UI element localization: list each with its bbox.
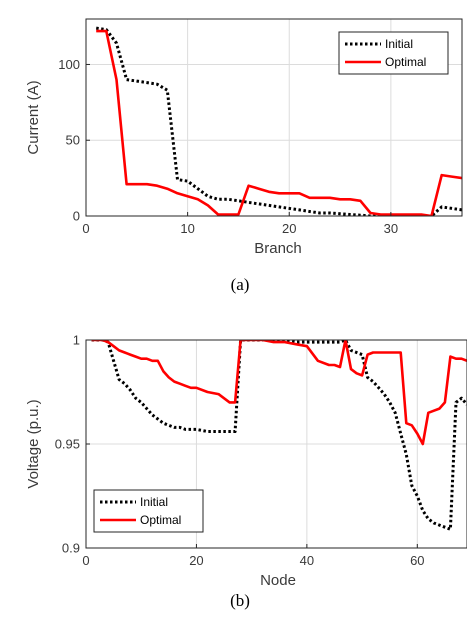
y-tick-label: 100 [58, 57, 80, 72]
x-tick-label: 20 [282, 221, 296, 236]
legend-label-initial: Initial [140, 495, 168, 509]
x-tick-label: 60 [410, 553, 424, 568]
legend-label-optimal: Optimal [385, 55, 426, 69]
chart-1: 0 10 20 30 0 50 100 Branch Current (A) Initial Opt… [25, 18, 463, 294]
legend: Initial Optimal [338, 31, 449, 75]
series-line-initial [91, 340, 467, 531]
legend-label-optimal: Optimal [140, 513, 181, 527]
chart-caption: (a) [231, 275, 250, 294]
y-tick-label: 0.9 [62, 541, 80, 556]
x-tick-label: 0 [82, 553, 89, 568]
y-axis-label: Current (A) [25, 80, 42, 154]
x-tick-label: 20 [189, 553, 203, 568]
legend-box [338, 31, 449, 75]
series-line-optimal [96, 29, 462, 216]
series-line-initial [95, 26, 462, 216]
x-tick-label: 0 [82, 221, 89, 236]
x-tick-label: 10 [180, 221, 194, 236]
y-tick-label: 50 [66, 133, 80, 148]
legend-label-initial: Initial [385, 37, 413, 51]
x-tick-label: 30 [384, 221, 398, 236]
y-tick-label: 0.95 [55, 437, 80, 452]
chart-caption: (b) [230, 591, 250, 610]
x-tick-label: 40 [300, 553, 314, 568]
x-axis-label: Node [260, 572, 296, 589]
y-tick-label: 1 [73, 333, 80, 348]
legend: Initial Optimal [93, 489, 204, 533]
axes-frame [85, 18, 463, 217]
y-tick-label: 0 [73, 209, 80, 224]
series-line-optimal [91, 340, 467, 446]
legend-box [93, 489, 204, 533]
y-axis-label: Voltage (p.u.) [25, 399, 42, 488]
chart-2: 0 20 40 60 0.9 0.95 1 Node Voltage (p.u.) Initial… [25, 333, 467, 610]
x-axis-label: Branch [254, 240, 302, 257]
